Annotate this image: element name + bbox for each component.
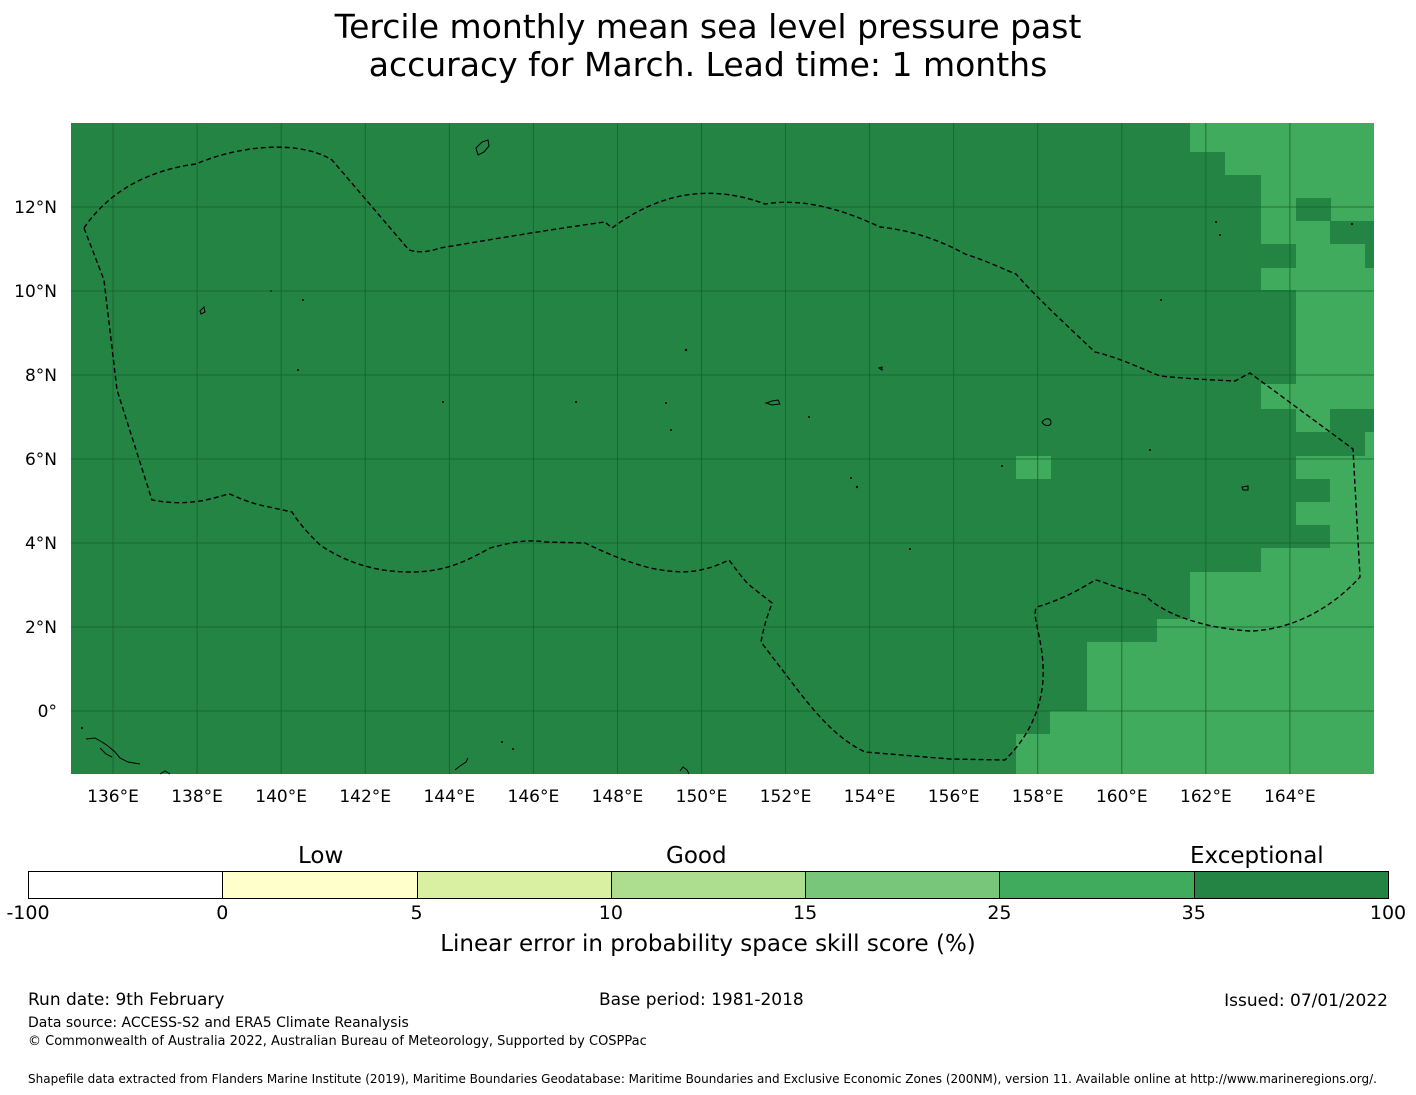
island: [159, 770, 171, 775]
lon-tick-label: 154°E: [844, 787, 896, 807]
lat-tick-label: 10°N: [14, 282, 57, 302]
colorbar-axis-label: Linear error in probability space skill …: [440, 931, 976, 957]
colorbar-segment: [416, 871, 612, 898]
very-good-region-east: [1016, 123, 1374, 774]
gridlines: [71, 123, 1374, 774]
colorbar-tick-label: 15: [793, 902, 818, 924]
lon-tick-label: 160°E: [1096, 787, 1148, 807]
lon-tick-label: 148°E: [592, 787, 644, 807]
atoll: [670, 429, 672, 431]
base-period: Base period: 1981-2018: [599, 990, 804, 1010]
colorbar-tick-label: 0: [216, 902, 229, 924]
data-source: Data source: ACCESS-S2 and ERA5 Climate …: [28, 1015, 409, 1031]
colorbar-segment: [1193, 871, 1389, 898]
island: [199, 305, 206, 315]
exceptional-cell: [1365, 244, 1374, 268]
atoll: [909, 548, 911, 550]
atoll: [270, 290, 272, 292]
atoll: [81, 727, 83, 729]
chart-title-line2: accuracy for March. Lead time: 1 months: [368, 45, 1048, 84]
atoll: [297, 369, 299, 371]
lat-tick-label: 12°N: [14, 198, 57, 218]
lon-tick-label: 162°E: [1180, 787, 1232, 807]
lon-tick-label: 150°E: [676, 787, 728, 807]
skill-cells: [1016, 123, 1374, 774]
skill-map: 136°E 138°E 140°E 142°E 144°E 146°E 148°E 150°E…: [14, 123, 1374, 807]
exceptional-cell: [1330, 221, 1374, 244]
atoll: [855, 485, 859, 489]
atoll: [1215, 221, 1217, 223]
island: [764, 399, 781, 406]
colorbar-segment: [999, 871, 1195, 898]
very-good-cell: [1016, 456, 1051, 479]
atoll: [512, 748, 514, 750]
island-guam: [475, 139, 490, 156]
island: [679, 766, 690, 775]
atoll: [302, 299, 304, 301]
colorbar-category-good: Good: [666, 843, 727, 869]
lon-tick-label: 164°E: [1264, 787, 1316, 807]
colorbar-tick-label: 35: [1181, 902, 1206, 924]
lat-tick-label: 8°N: [25, 366, 57, 386]
atoll: [1001, 465, 1003, 467]
colorbar-tick-label: 25: [987, 902, 1012, 924]
shapefile-credit: Shapefile data extracted from Flanders M…: [28, 1072, 1377, 1086]
island-png-coast: [85, 737, 141, 765]
colorbar-category-exceptional: Exceptional: [1190, 843, 1324, 869]
eez-boundary: [83, 146, 1361, 761]
lon-tick-label: 142°E: [339, 787, 391, 807]
colorbar-category-low: Low: [298, 843, 344, 869]
atoll: [501, 741, 503, 743]
atolls: [81, 221, 1353, 750]
colorbar-frame: [28, 871, 1389, 899]
lat-tick-label: 4°N: [25, 534, 57, 554]
lon-tick-label: 158°E: [1012, 787, 1064, 807]
lon-tick-label: 136°E: [87, 787, 139, 807]
chart-title-line1: Tercile monthly mean sea level pressure …: [334, 7, 1082, 46]
colorbar-tick-label: 10: [598, 902, 623, 924]
island-kosrae: [1041, 418, 1052, 426]
colorbar-segment: [28, 871, 223, 898]
copyright: © Commonwealth of Australia 2022, Austra…: [28, 1034, 647, 1049]
atoll: [1351, 223, 1353, 225]
island: [454, 757, 469, 771]
lat-tick-label: 2°N: [25, 618, 57, 638]
atoll: [808, 416, 810, 418]
islands: [85, 139, 1249, 775]
atoll: [1160, 299, 1162, 301]
atoll: [1149, 449, 1151, 451]
atoll: [442, 401, 444, 403]
atoll: [1219, 234, 1221, 236]
lat-tick-label: 0°: [38, 702, 57, 722]
longitude-labels: 136°E 138°E 140°E 142°E 144°E 146°E 148°E 150°E…: [87, 787, 1316, 807]
exceptional-cell: [1296, 198, 1331, 221]
atoll: [575, 401, 577, 403]
colorbar-tick-label: 5: [410, 902, 423, 924]
colorbar-tick-label: 100: [1369, 902, 1407, 924]
colorbar-tick-label: -100: [6, 902, 50, 924]
lon-tick-label: 146°E: [508, 787, 560, 807]
issued-date: Issued: 07/01/2022: [1224, 991, 1388, 1011]
lon-tick-label: 140°E: [255, 787, 307, 807]
lat-tick-label: 6°N: [25, 450, 57, 470]
lon-tick-label: 144°E: [423, 787, 475, 807]
colorbar-segment: [610, 871, 806, 898]
atoll: [850, 477, 852, 479]
latitude-labels: 12°N 10°N 8°N 6°N 4°N 2°N 0°: [14, 198, 57, 722]
colorbar-segment: [805, 871, 1000, 898]
island: [1241, 485, 1249, 491]
island: [877, 366, 883, 371]
run-date: Run date: 9th February: [28, 990, 225, 1010]
lon-tick-label: 138°E: [171, 787, 223, 807]
lon-tick-label: 152°E: [760, 787, 812, 807]
lon-tick-label: 156°E: [928, 787, 980, 807]
colorbar-segment: [222, 871, 418, 898]
atoll: [684, 348, 688, 352]
atoll: [665, 402, 667, 404]
